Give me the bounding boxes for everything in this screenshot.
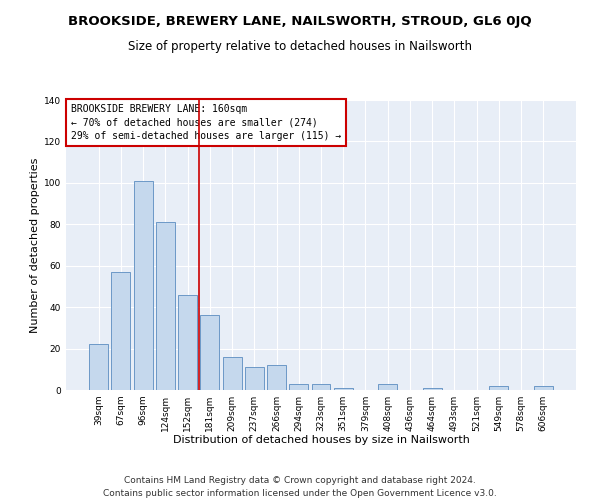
Bar [490, 386, 508, 390]
Bar [245, 367, 264, 390]
Bar [223, 357, 242, 390]
Text: Contains HM Land Registry data © Crown copyright and database right 2024.
Contai: Contains HM Land Registry data © Crown c… [103, 476, 497, 498]
Bar [156, 222, 175, 390]
Bar [134, 181, 152, 390]
Bar [267, 365, 286, 390]
Text: BROOKSIDE BREWERY LANE: 160sqm
← 70% of detached houses are smaller (274)
29% of: BROOKSIDE BREWERY LANE: 160sqm ← 70% of … [71, 104, 341, 141]
Bar [334, 388, 353, 390]
Bar [423, 388, 442, 390]
X-axis label: Distribution of detached houses by size in Nailsworth: Distribution of detached houses by size … [173, 436, 469, 446]
Bar [89, 344, 108, 390]
Bar [311, 384, 331, 390]
Bar [289, 384, 308, 390]
Bar [112, 272, 130, 390]
Text: BROOKSIDE, BREWERY LANE, NAILSWORTH, STROUD, GL6 0JQ: BROOKSIDE, BREWERY LANE, NAILSWORTH, STR… [68, 15, 532, 28]
Bar [378, 384, 397, 390]
Y-axis label: Number of detached properties: Number of detached properties [30, 158, 40, 332]
Bar [178, 294, 197, 390]
Bar [200, 316, 219, 390]
Bar [534, 386, 553, 390]
Text: Size of property relative to detached houses in Nailsworth: Size of property relative to detached ho… [128, 40, 472, 53]
